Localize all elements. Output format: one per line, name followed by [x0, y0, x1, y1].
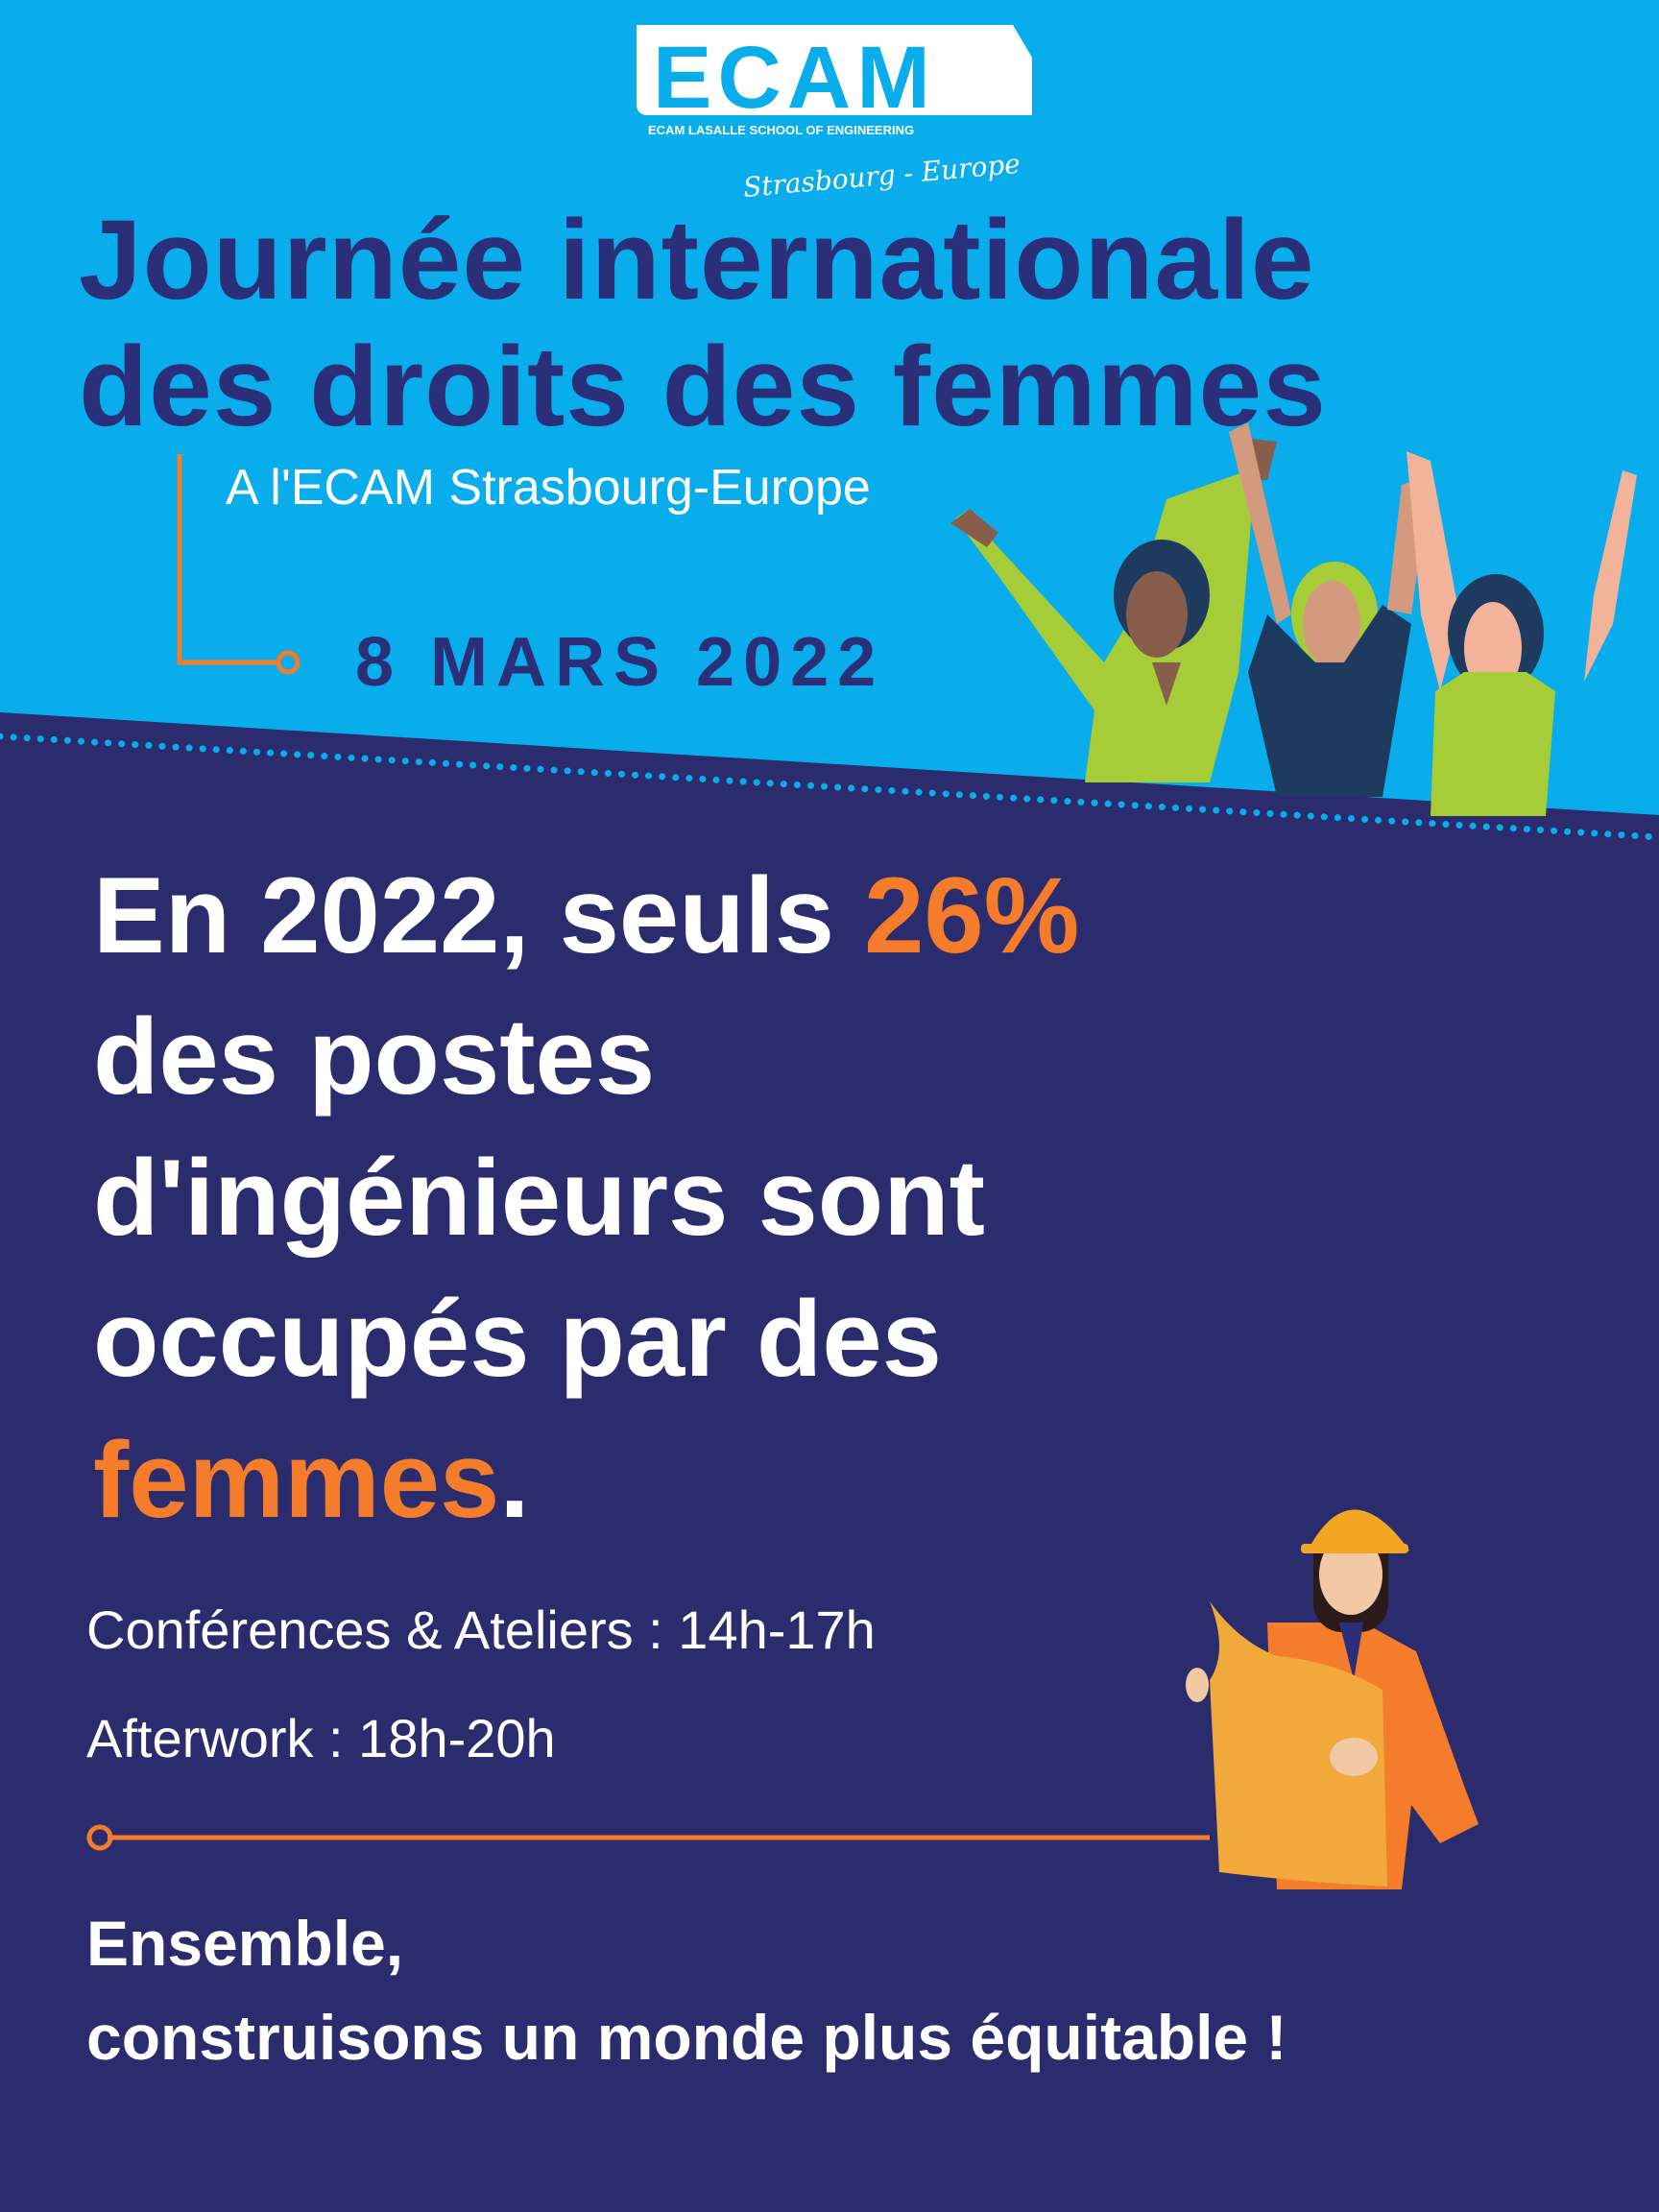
orange-divider-line	[86, 1824, 1210, 1851]
statement-line: occupés par des	[93, 1279, 942, 1399]
orange-bracket-decoration	[177, 454, 301, 675]
main-statement: En 2022, seuls 26% des postes d'ingénieu…	[93, 845, 1079, 1551]
closing-message: Ensemble, construisons un monde plus équ…	[86, 1896, 1286, 2084]
schedule-conferences: Conférences & Ateliers : 14h-17h	[86, 1599, 876, 1660]
highlight-percent: 26%	[864, 855, 1080, 975]
ecam-logo: ECAM ECAM LASALLE SCHOOL OF ENGINEERING …	[637, 25, 1032, 204]
statement-end: .	[499, 1420, 530, 1540]
schedule-afterwork: Afterwork : 18h-20h	[86, 1708, 556, 1768]
logo-script: Strasbourg - Europe	[742, 148, 1022, 204]
statement-line: des postes	[93, 997, 656, 1117]
statement-line: d'ingénieurs sont	[93, 1138, 985, 1258]
title-line-2: des droits des femmes	[79, 324, 1327, 450]
title-line-1: Journée internationale	[79, 197, 1315, 324]
logo-wordmark: ECAM	[653, 29, 936, 127]
celebrating-women-illustration	[950, 422, 1637, 816]
event-location: A l'ECAM Strasbourg-Europe	[226, 460, 871, 516]
event-title: Journée internationale des droits des fe…	[79, 197, 1327, 450]
closing-line-2: construisons un monde plus équitable !	[86, 2002, 1287, 2073]
sky-blue-band	[0, 0, 1659, 815]
logo-tagline: ECAM LASALLE SCHOOL OF ENGINEERING	[648, 123, 914, 137]
closing-line-1: Ensemble,	[86, 1908, 404, 1979]
female-engineer-illustration	[1186, 1509, 1479, 1889]
event-date: 8 MARS 2022	[355, 624, 885, 701]
statement-text: En 2022, seuls	[93, 855, 865, 975]
highlight-word: femmes	[93, 1420, 500, 1540]
